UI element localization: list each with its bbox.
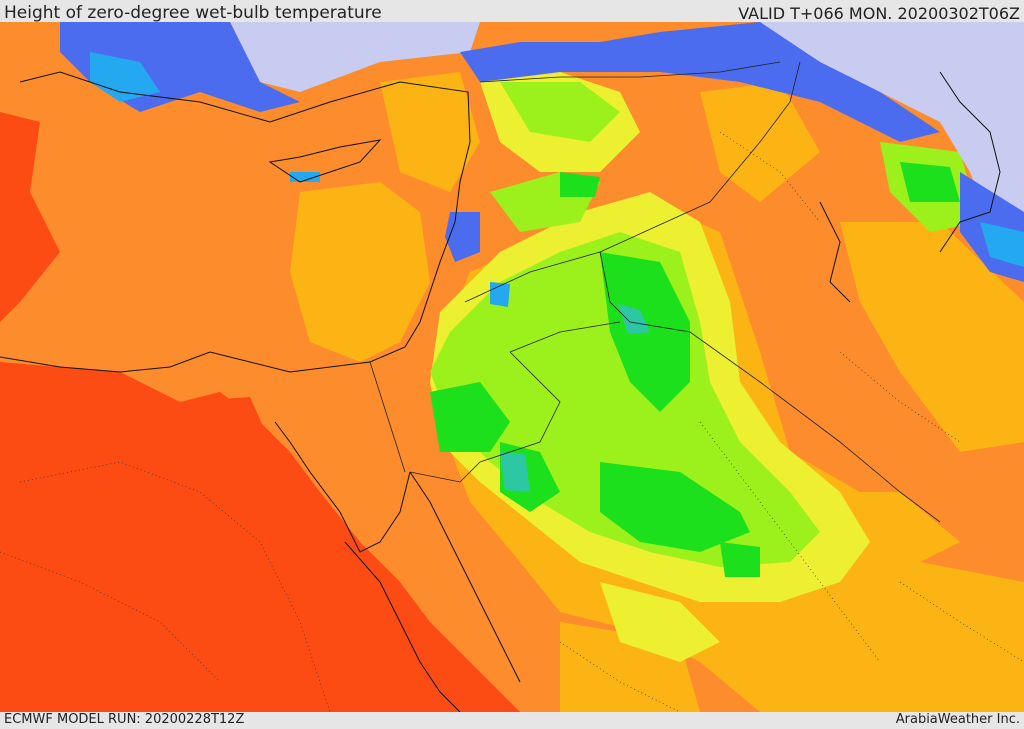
footer-bar: ECMWF MODEL RUN: 20200228T12Z ArabiaWeat… [0,712,1024,729]
map-panel [0,22,1024,712]
country-borders [369,61,941,523]
valid-time: VALID T+066 MON. 20200302T06Z [738,4,1020,23]
province-lines [0,131,1024,712]
cold-band [60,22,1024,307]
credit-text: ArabiaWeather Inc. [895,712,1020,727]
title-bar: Height of zero-degree wet-bulb temperatu… [0,0,1024,23]
green-field [430,162,960,577]
weather-map [0,22,1024,712]
deep-orange-field [0,112,520,712]
coastlines [0,71,1001,712]
model-run: ECMWF MODEL RUN: 20200228T12Z [4,712,245,727]
map-title: Height of zero-degree wet-bulb temperatu… [4,3,382,23]
teal-field [500,304,650,492]
